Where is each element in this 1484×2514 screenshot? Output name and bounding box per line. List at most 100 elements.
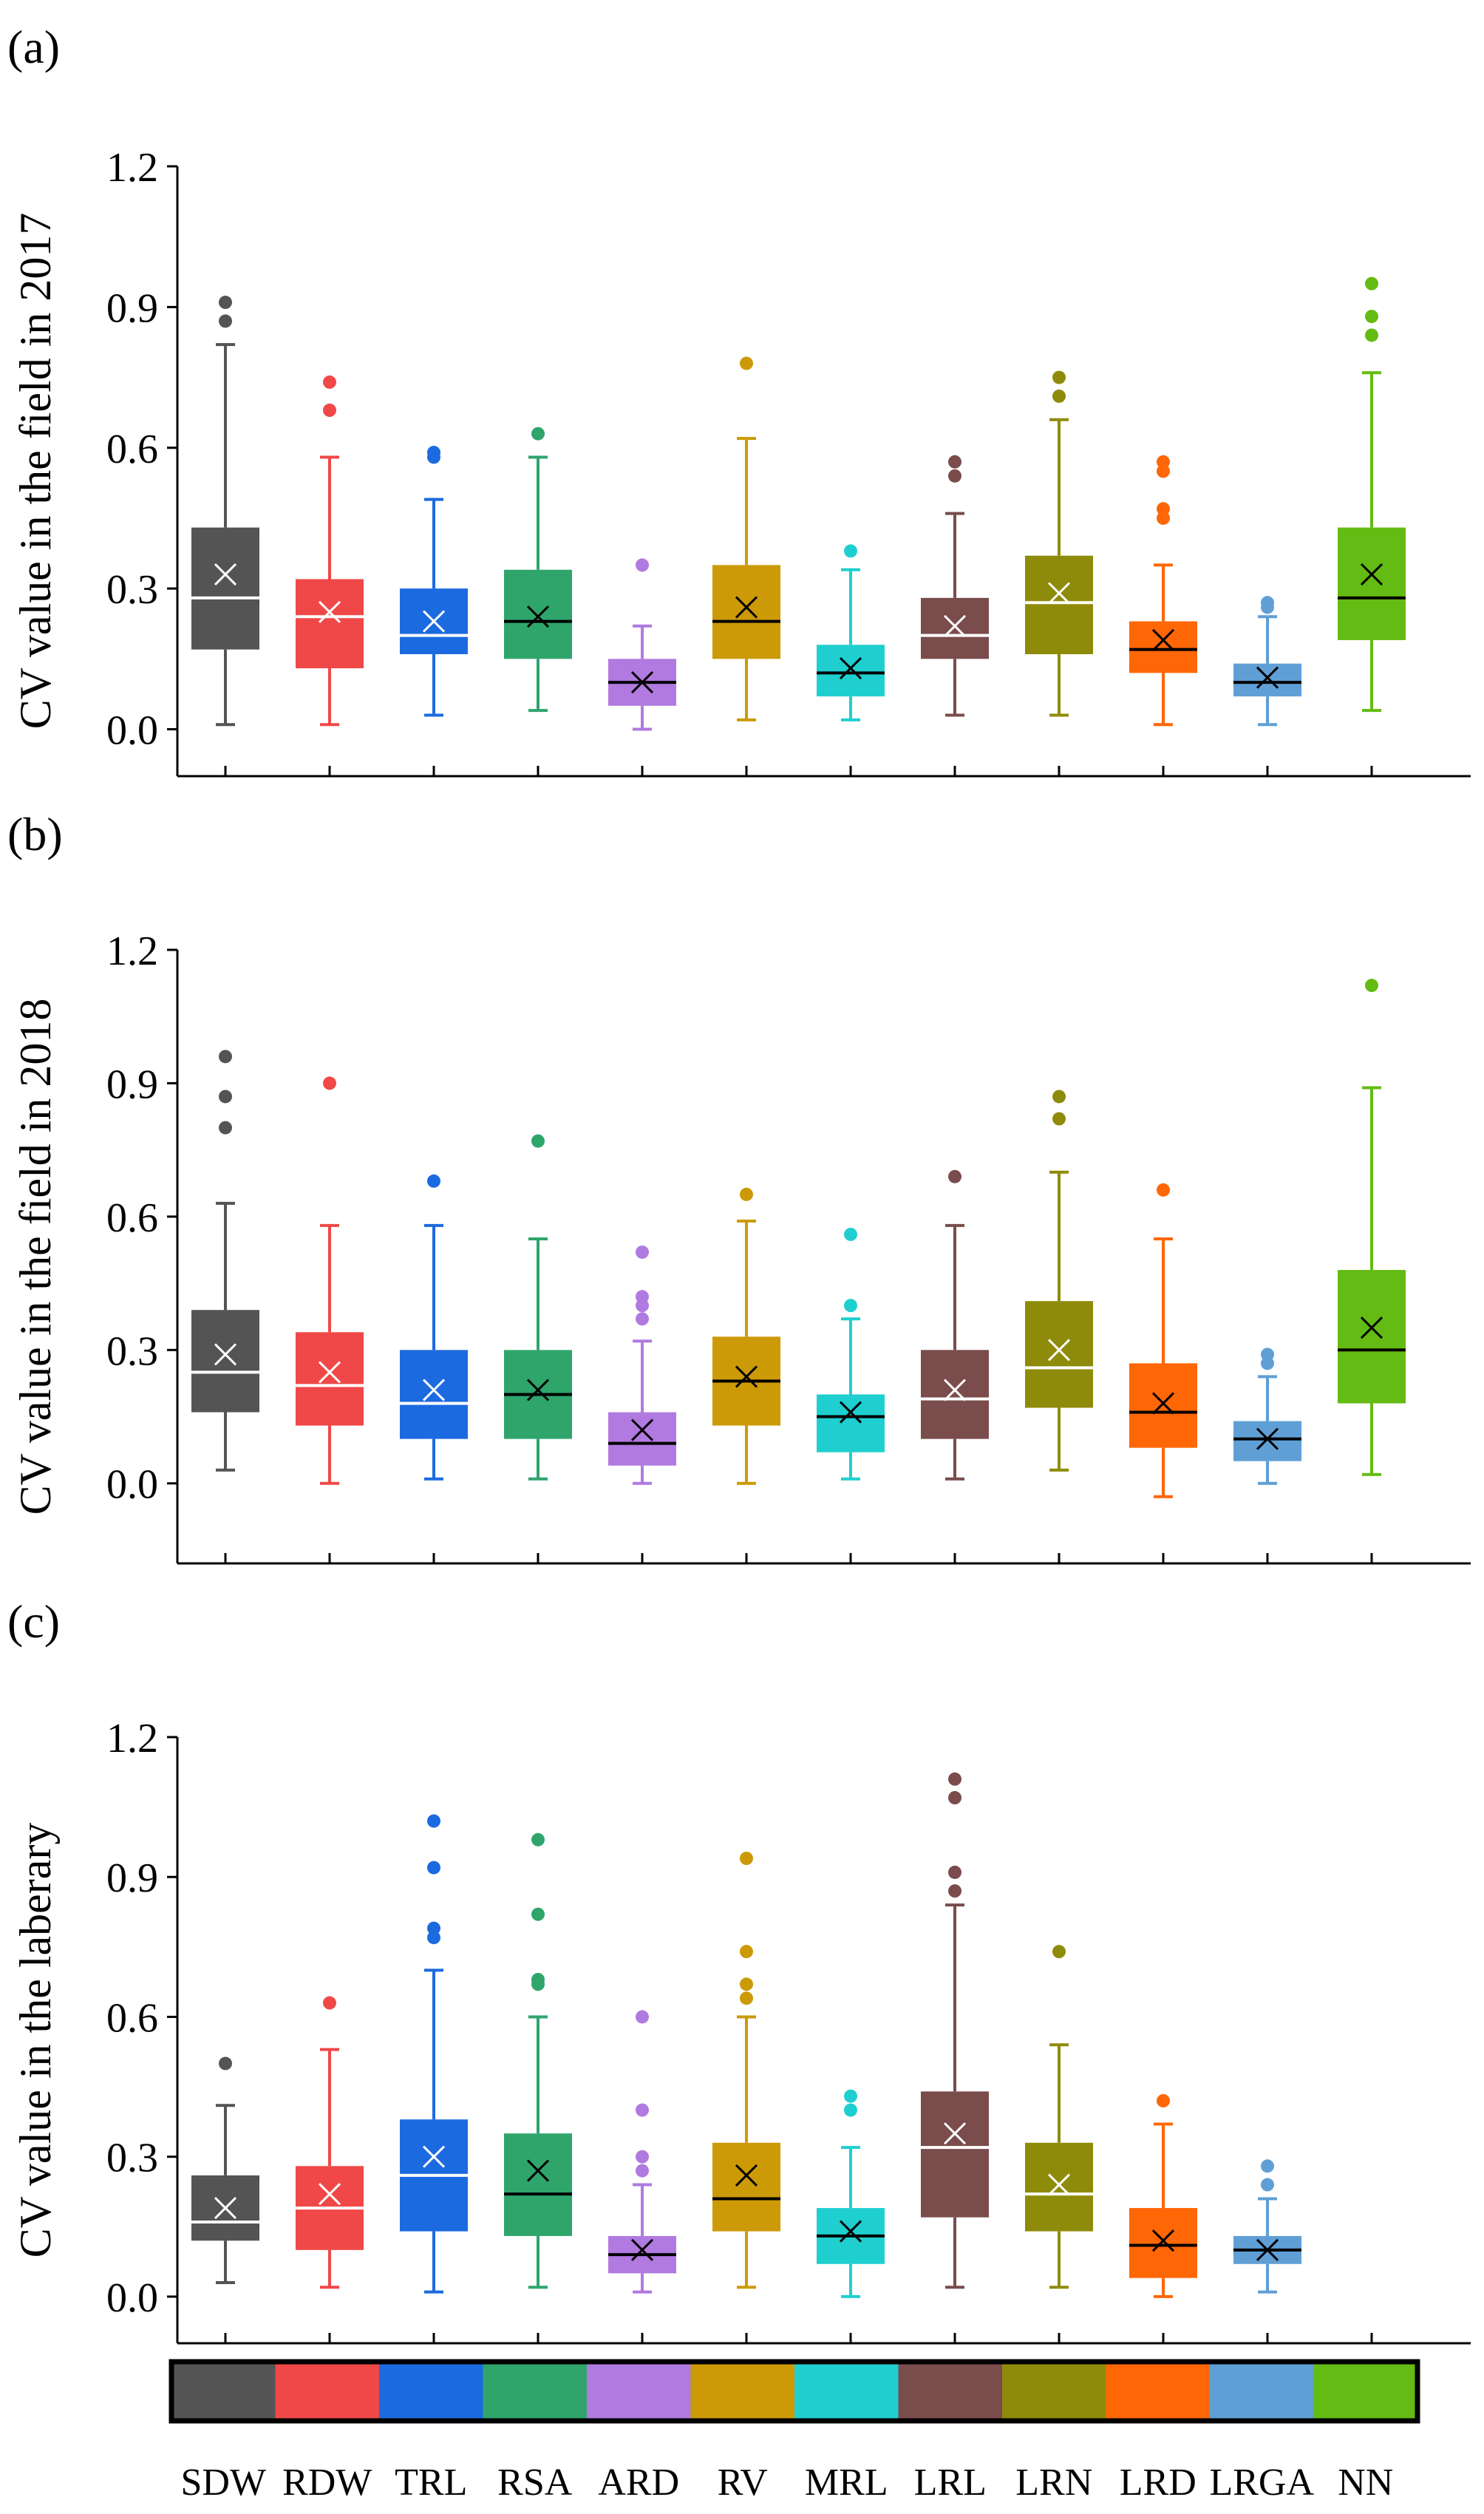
y-axis-label: CV value in the field in 2018	[11, 999, 60, 1515]
outlier-point	[219, 1121, 232, 1135]
mean-marker	[214, 1343, 237, 1366]
iqr-box	[1129, 1363, 1197, 1448]
category-label-rsa: RSA	[497, 2462, 573, 2504]
box-trl	[400, 1174, 468, 1481]
category-label-lrd: LRD	[1120, 2462, 1197, 2504]
mean-marker	[318, 2183, 341, 2206]
outlier-point	[1261, 2178, 1274, 2192]
outlier-point	[948, 1791, 961, 1804]
mean-marker	[1047, 1339, 1071, 1362]
y-tick-label: 0.3	[106, 2136, 158, 2181]
mean-marker	[735, 1365, 758, 1388]
panel-c: (c) CV value in the laberary 0.0 0.3 0.6 0.9 1…	[7, 1595, 1471, 2345]
iqr-box	[817, 645, 885, 697]
outlier-point	[427, 1174, 440, 1188]
y-axis-label: CV value in the field in 2017	[11, 213, 60, 730]
iqr-box	[1025, 1301, 1093, 1408]
outlier-point	[1365, 310, 1378, 324]
outlier-point	[323, 375, 336, 389]
y-tick-label: 0.9	[106, 1061, 158, 1107]
legend-border	[169, 2359, 1420, 2424]
iqr-box	[1129, 621, 1197, 673]
iqr-box	[608, 1412, 676, 1466]
iqr-box	[400, 1350, 468, 1439]
y-tick-label: 1.2	[106, 145, 158, 191]
iqr-box	[921, 2091, 989, 2218]
outlier-point	[219, 2056, 232, 2070]
outlier-point	[636, 2150, 649, 2164]
iqr-box	[296, 579, 364, 669]
outlier-point	[636, 1245, 649, 1259]
outlier-point	[219, 314, 232, 328]
legend-swatch-lrga	[1210, 2362, 1314, 2421]
legend-swatch-nn	[1313, 2362, 1418, 2421]
box-sdw	[191, 1050, 259, 1472]
outlier-point	[948, 1169, 961, 1183]
iqr-box	[1129, 2208, 1197, 2278]
panel-a: (a) CV value in the field in 2017 0.0 0.3 0.…	[7, 21, 1471, 778]
panel-b: (b) CV value in the field in 2018 0.0 0.3 0.…	[7, 808, 1471, 1565]
outlier-point	[636, 558, 649, 572]
iqr-box	[504, 569, 572, 659]
outlier-point	[844, 2089, 857, 2103]
box-sdw	[191, 296, 259, 727]
iqr-box	[191, 1310, 259, 1413]
mean-marker	[526, 2159, 550, 2182]
iqr-box	[712, 565, 780, 659]
box-rdw	[296, 375, 364, 727]
panel-label: (a)	[7, 21, 60, 73]
outlier-point	[323, 404, 336, 417]
mean-marker	[1360, 563, 1383, 586]
iqr-box	[504, 2133, 572, 2236]
legend-swatch-rv	[690, 2362, 795, 2421]
mean-marker	[1151, 628, 1175, 652]
iqr-box	[1233, 1421, 1301, 1461]
outlier-point	[1261, 1348, 1274, 1362]
box-lrn	[1025, 1090, 1093, 1472]
box-lrl	[921, 455, 989, 717]
outlier-point	[740, 1852, 753, 1865]
mean-marker	[1360, 1317, 1383, 1339]
mean-marker	[630, 1419, 654, 1441]
outlier-point	[948, 455, 961, 469]
y-tick-label: 0.3	[106, 1328, 158, 1374]
outlier-point	[531, 1134, 545, 1148]
box-rdw	[296, 1996, 364, 2289]
outlier-point	[636, 2103, 649, 2117]
outlier-point	[740, 1187, 753, 1201]
outlier-point	[1052, 389, 1066, 403]
mean-marker	[1151, 1392, 1175, 1415]
y-axis-label: CV value in the laberary	[11, 1823, 60, 2258]
outlier-point	[1052, 1090, 1066, 1104]
mean-marker	[943, 614, 967, 637]
outlier-point	[323, 1076, 336, 1090]
category-label-nn: NN	[1338, 2462, 1393, 2504]
outlier-point	[323, 1996, 336, 2010]
legend-swatch-lrd	[1106, 2362, 1211, 2421]
outlier-point	[1052, 1945, 1066, 1959]
outlier-point	[636, 2010, 649, 2024]
y-tick-label: 1.2	[106, 928, 158, 974]
legend-swatch-rdw	[275, 2362, 380, 2421]
category-label-trl: TRL	[395, 2462, 467, 2504]
iqr-box	[1338, 1270, 1406, 1404]
mean-marker	[630, 2238, 654, 2261]
outlier-point	[636, 2164, 649, 2178]
box-ard	[608, 1245, 676, 1485]
outlier-point	[1157, 511, 1170, 525]
color-legend-strip	[169, 2359, 1420, 2424]
outlier-point	[636, 1290, 649, 1304]
outlier-point	[948, 1772, 961, 1786]
mean-marker	[1256, 2238, 1279, 2261]
y-tick-label: 0.6	[106, 1995, 158, 2041]
mean-marker	[1047, 2173, 1071, 2196]
box-lrd	[1129, 455, 1197, 727]
legend-swatch-mrl	[794, 2362, 899, 2421]
mean-marker	[526, 1379, 550, 1402]
iqr-box	[1025, 555, 1093, 654]
mean-marker	[735, 2164, 758, 2187]
legend-swatch-trl	[379, 2362, 483, 2421]
outlier-point	[427, 1814, 440, 1828]
outlier-point	[1157, 2094, 1170, 2107]
